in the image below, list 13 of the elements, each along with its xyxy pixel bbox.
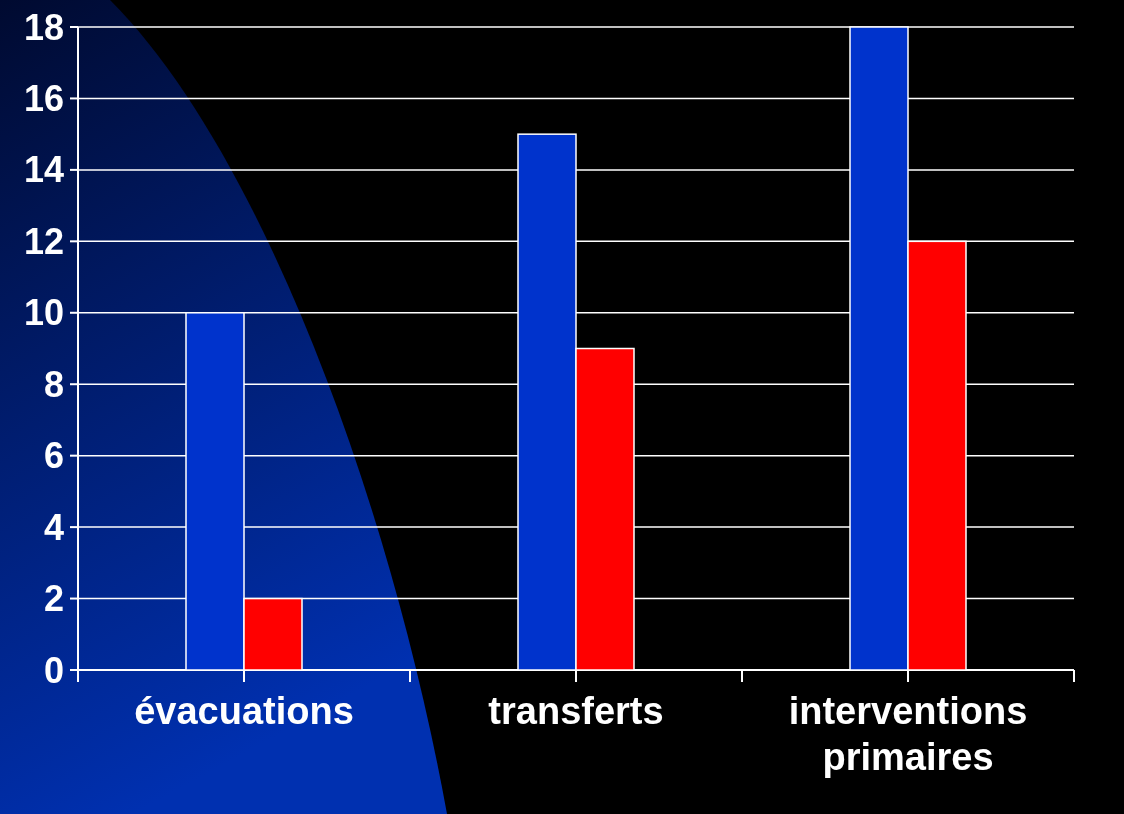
y-tick-label: 14	[23, 149, 64, 191]
x-tick-label: interventions primaires	[788, 690, 1028, 778]
x-tick-label: transferts	[488, 690, 664, 732]
x-tick-label: évacuations	[134, 690, 354, 732]
y-tick-label: 8	[43, 363, 64, 405]
y-tick-label: 2	[43, 578, 64, 620]
y-tick-label: 0	[43, 649, 64, 691]
y-tick-label: 18	[23, 6, 64, 48]
y-tick-label: 12	[23, 220, 64, 262]
y-tick-label: 16	[23, 78, 64, 120]
y-tick-label: 10	[23, 292, 64, 334]
y-tick-label: 4	[43, 506, 64, 548]
y-tick-label: 6	[43, 435, 64, 477]
